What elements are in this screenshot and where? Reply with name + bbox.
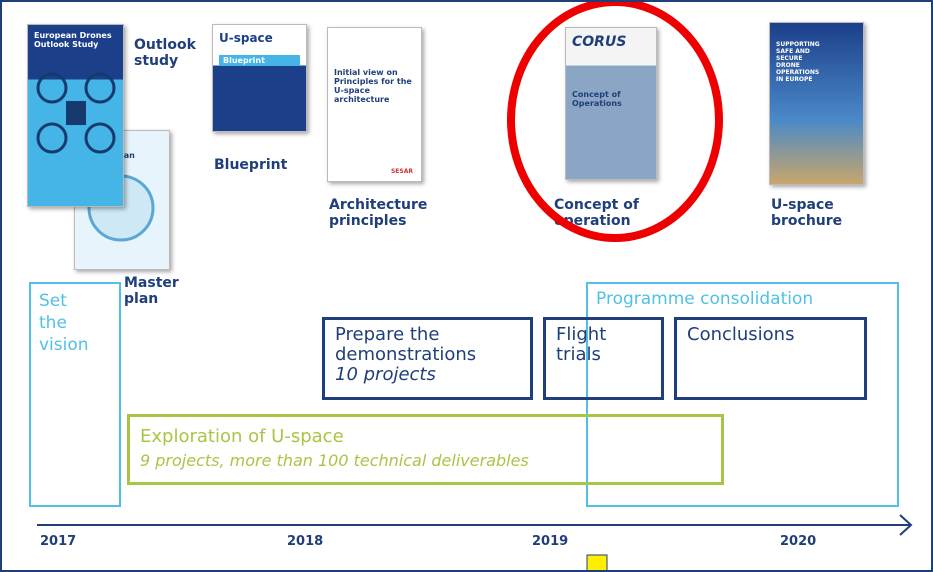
year-label: 2017 <box>40 534 76 549</box>
overlay <box>2 2 931 570</box>
year-label: 2018 <box>287 534 323 549</box>
year-label: 2019 <box>532 534 568 549</box>
year-label: 2020 <box>780 534 816 549</box>
highlight-circle <box>511 2 719 238</box>
marker <box>587 555 607 570</box>
slide: Master Plan European Drones Outlook Stud… <box>0 0 933 572</box>
